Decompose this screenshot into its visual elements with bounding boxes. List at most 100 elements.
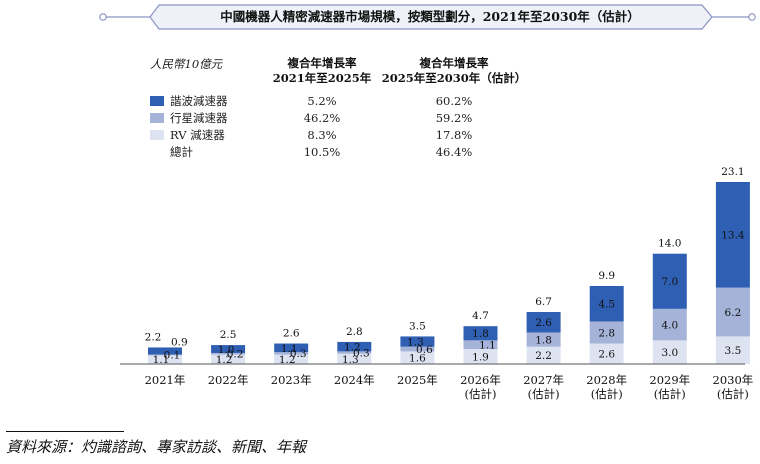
bar-segment-label: 0.6 — [416, 344, 433, 356]
bar-segment-label: 1.2 — [344, 342, 361, 354]
bar-segment — [211, 354, 246, 364]
x-tick-label: 2021年 — [145, 373, 186, 387]
cagr-planetary-2025-2030: 59.2% — [436, 111, 473, 125]
bar-segment — [652, 253, 687, 309]
bar-segment — [715, 336, 750, 364]
x-tick-label: 2028年 — [586, 373, 627, 387]
legend-label-total: 總計 — [170, 145, 193, 159]
bar-segment-label: 0.1 — [164, 350, 181, 362]
legend-label-rv: RV 減速器 — [170, 128, 225, 142]
bar-total-label: 14.0 — [658, 238, 681, 250]
bar-segment-label: 1.1 — [281, 343, 298, 355]
legend-swatch-planetary — [150, 113, 164, 123]
bar-segment-label: 2.8 — [598, 327, 615, 339]
cagr-rv-2021-2025: 8.3% — [307, 128, 336, 142]
cagr-header-1-line1: 複合年增長率 — [287, 56, 357, 70]
bars-group: 1.10.10.92.21.20.21.02.51.20.31.12.61.30… — [145, 166, 750, 366]
bar-segment — [400, 336, 435, 347]
bar-segment — [148, 355, 182, 364]
cagr-header-2-line2: 2025年至2030年（估計） — [382, 71, 527, 85]
bar-segment-label: 1.3 — [342, 354, 359, 366]
bar-total-label: 6.7 — [535, 296, 552, 308]
bar-segment — [526, 346, 561, 364]
legend-swatch-harmonic — [150, 96, 164, 106]
bar-total-label: 2.8 — [346, 326, 363, 338]
bar-segment-label: 7.0 — [661, 276, 678, 288]
bar-segment-label: 2.6 — [598, 349, 615, 361]
legend-swatch-rv — [150, 130, 164, 140]
cagr-harmonic-2021-2025: 5.2% — [307, 94, 336, 108]
bar-segment — [148, 347, 182, 355]
bar-segment-label: 1.2 — [279, 354, 296, 366]
bar-segment-label: 3.0 — [661, 347, 678, 359]
cagr-header-2-line1: 複合年增長率 — [419, 56, 489, 70]
x-tick-label: 2025年 — [397, 373, 438, 387]
x-tick-label: 2023年 — [271, 373, 312, 387]
x-tick-label: 2029年 — [649, 373, 690, 387]
bar-segment-label: 0.3 — [290, 348, 307, 360]
x-tick-label: 2027年 — [523, 373, 564, 387]
cagr-total-2021-2025: 10.5% — [304, 145, 341, 159]
bar-segment — [148, 354, 182, 356]
unit-label: 人民幣10億元 — [150, 57, 224, 71]
bar-segment-label: 1.1 — [479, 339, 496, 351]
x-tick-label: (估計) — [528, 387, 560, 401]
bar-segment-label: 3.5 — [725, 345, 742, 357]
bar-segment — [400, 346, 435, 352]
x-tick-label: 2024年 — [334, 373, 375, 387]
bar-segment — [463, 326, 498, 341]
market-size-chart: 中國機器人精密減速器市場規模，按類型劃分，2021年至2030年（估計） 人民幣… — [99, 4, 756, 401]
bar-total-label: 2.6 — [283, 328, 300, 340]
x-tick-label: (估計) — [654, 387, 686, 401]
bar-segment-label: 1.1 — [153, 354, 170, 366]
cagr-total-2025-2030: 46.4% — [436, 145, 473, 159]
bar-segment-label: 1.8 — [472, 328, 489, 340]
bar-segment — [463, 349, 498, 364]
bar-total-label: 2.2 — [145, 331, 162, 343]
bar-segment — [589, 321, 624, 344]
bar-segment — [337, 351, 372, 354]
chart-title: 中國機器人精密減速器市場規模，按類型劃分，2021年至2030年（估計） — [220, 9, 640, 24]
bar-total-label: 2.5 — [220, 329, 237, 341]
title-right-dot — [748, 13, 756, 21]
legend-label-planetary: 行星減速器 — [170, 111, 228, 125]
cagr-header-1-line2: 2021年至2025年 — [273, 71, 372, 85]
bar-segment — [337, 341, 372, 352]
bar-segment-label: 4.0 — [661, 319, 678, 331]
bar-segment-label: 1.8 — [535, 334, 552, 346]
bar-segment — [274, 354, 309, 364]
x-tick-label: 2022年 — [208, 373, 249, 387]
bar-segment — [715, 287, 750, 337]
bar-segment — [589, 343, 624, 364]
title-banner: 中國機器人精密減速器市場規模，按類型劃分，2021年至2030年（估計） — [99, 4, 756, 30]
bar-segment — [463, 340, 498, 350]
bar-segment — [715, 182, 750, 288]
cagr-rv-2025-2030: 17.8% — [436, 128, 473, 142]
bar-segment-label: 1.9 — [472, 351, 489, 363]
bar-segment-label: 1.3 — [407, 337, 424, 349]
x-tick-label: (估計) — [465, 387, 497, 401]
bar-segment — [652, 340, 687, 364]
x-tick-label: (估計) — [591, 387, 623, 401]
bar-segment-label: 2.2 — [535, 350, 552, 362]
bar-segment-label: 2.6 — [535, 317, 552, 329]
cagr-planetary-2021-2025: 46.2% — [304, 111, 341, 125]
bar-segment — [211, 345, 246, 353]
bar-segment-label: 1.6 — [409, 352, 426, 364]
bar-segment-label: 6.2 — [725, 307, 742, 319]
bar-total-label: 23.1 — [721, 166, 744, 178]
x-tick-label: (估計) — [717, 387, 749, 401]
bar-segment-label: 13.4 — [721, 230, 745, 242]
x-tick-label: 2026年 — [460, 373, 501, 387]
bar-segment-label: 4.5 — [598, 299, 615, 311]
bar-segment — [526, 332, 561, 347]
bar-segment — [274, 352, 309, 355]
x-tick-label: 2030年 — [713, 373, 754, 387]
legend-label-harmonic: 諧波減速器 — [170, 94, 228, 108]
source-rule — [6, 431, 124, 432]
bar-total-label: 9.9 — [598, 270, 615, 282]
bar-segment — [337, 353, 372, 364]
bar-segment-label: 0.3 — [353, 347, 370, 359]
title-left-dot — [99, 13, 107, 21]
bar-segment-label: 0.9 — [171, 336, 188, 348]
